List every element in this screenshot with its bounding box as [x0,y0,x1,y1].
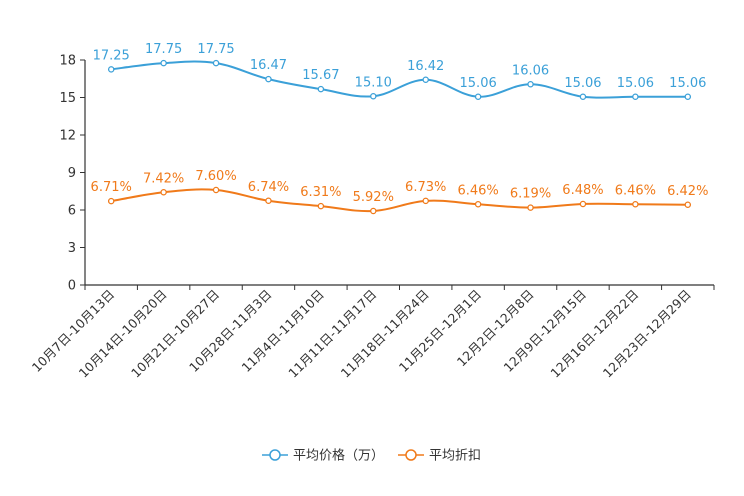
data-label: 6.73% [405,180,446,195]
data-point [212,186,220,194]
x-tick-label: 10月21日-10月27日 [128,287,222,381]
data-point [684,93,692,101]
data-label: 7.42% [143,171,184,186]
y-tick-label: 9 [68,166,76,181]
data-label: 6.71% [91,180,132,195]
data-point [579,93,587,101]
data-point [317,85,325,93]
y-tick-label: 3 [68,241,76,256]
y-tick-label: 12 [59,129,76,144]
data-label: 16.47 [250,58,287,73]
data-point [527,81,534,88]
legend-label: 平均价格（万） [293,448,384,464]
data-label: 15.06 [669,76,706,91]
data-point [317,202,325,210]
y-tick-label: 18 [59,54,76,69]
x-tick-label: 11月11日-11月17日 [285,287,379,381]
data-point [579,200,587,208]
x-tick-label: 10月14日-10月20日 [76,287,170,381]
data-label: 6.48% [562,183,603,198]
data-label: 17.75 [145,42,182,57]
data-point [370,207,377,215]
x-tick-label: 12月16日-12月22日 [547,287,641,381]
series-line-1 [111,60,688,99]
data-point [265,75,272,83]
data-label: 15.10 [355,75,392,90]
data-point [684,201,692,208]
data-label: 15.06 [460,76,497,91]
y-tick-label: 0 [68,279,76,294]
data-label: 15.06 [617,76,654,91]
data-point [632,200,639,208]
data-point [160,188,167,196]
data-label: 15.67 [302,68,339,83]
data-label: 6.46% [457,183,498,198]
data-label: 16.06 [512,63,549,78]
data-point [632,93,639,101]
data-point [474,200,482,208]
data-label: 6.31% [300,185,341,200]
data-point [474,93,482,101]
data-point [212,59,220,67]
legend-marker-icon [269,449,281,461]
data-point [422,76,429,84]
data-point [527,204,534,211]
x-tick-label: 11月18日-11月24日 [338,287,432,381]
data-point [370,93,377,100]
legend-marker-icon [405,449,417,461]
data-point [107,66,115,73]
y-tick-label: 6 [68,204,76,219]
data-label: 6.42% [667,184,708,199]
data-point [160,59,167,67]
y-tick-label: 15 [59,91,76,106]
data-point [422,197,429,205]
data-label: 6.19% [510,187,551,202]
data-point [265,197,272,204]
data-label: 6.46% [615,183,656,198]
data-label: 16.42 [407,59,444,74]
legend-label: 平均折扣 [429,449,481,464]
data-point [107,197,115,205]
series-line-2 [111,188,688,213]
data-label: 15.06 [564,76,601,91]
x-tick-label: 12月23日-12月29日 [600,287,694,381]
data-label: 17.25 [93,48,130,63]
data-label: 5.92% [353,190,394,205]
data-label: 17.75 [197,42,234,57]
data-label: 7.60% [195,169,236,184]
data-label: 6.74% [248,180,289,195]
